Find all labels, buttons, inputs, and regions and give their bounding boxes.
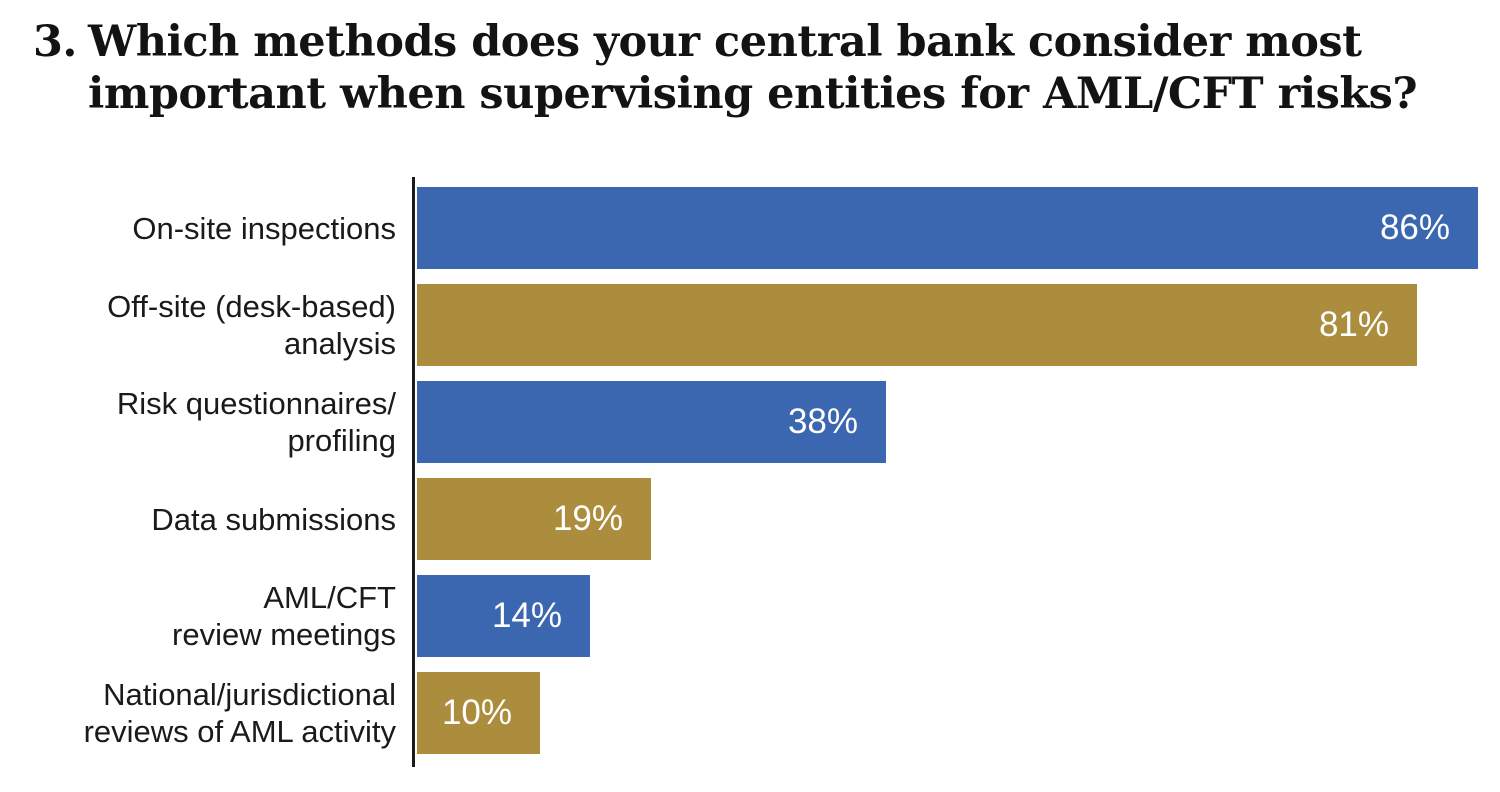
- category-label-line: reviews of AML activity: [83, 714, 396, 749]
- bar: 14%: [417, 575, 590, 657]
- bar-row: 10%: [417, 672, 1500, 754]
- chart-title-line1: Which methods does your central bank con…: [88, 17, 1362, 67]
- bar-value-label: 38%: [787, 402, 858, 441]
- bar: 19%: [417, 478, 651, 560]
- category-label: Risk questionnaires/profiling: [0, 381, 396, 463]
- category-label-line: AML/CFT: [263, 580, 396, 615]
- category-label-line: On-site inspections: [132, 210, 396, 246]
- category-label-line: National/jurisdictional: [103, 677, 396, 712]
- bar-value-label: 81%: [1318, 305, 1389, 344]
- bar: 38%: [417, 381, 886, 463]
- category-label-line: profiling: [287, 423, 396, 458]
- bar-row: 38%: [417, 381, 1500, 463]
- category-labels: On-site inspections Off-site (desk-based)…: [0, 187, 396, 769]
- category-label: Off-site (desk-based) analysis: [0, 284, 396, 366]
- category-label: National/jurisdictional reviews of AML ac…: [0, 672, 396, 754]
- bar-row: 86%: [417, 187, 1500, 269]
- category-label-line: Data submissions: [151, 501, 396, 537]
- category-label-line: Off-site (desk-based): [107, 289, 396, 324]
- category-label-line: Risk questionnaires/: [116, 386, 396, 421]
- category-label: AML/CFT review meetings: [0, 575, 396, 657]
- question-number: 3.: [33, 17, 77, 67]
- bar-value-label: 14%: [491, 596, 562, 635]
- bar-row: 81%: [417, 284, 1500, 366]
- category-label-line: review meetings: [172, 617, 396, 652]
- bar-row: 19%: [417, 478, 1500, 560]
- chart-title-text: Which methods does your central bank con…: [88, 16, 1433, 120]
- category-label-line: analysis: [284, 326, 396, 361]
- chart-title: 3. Which methods does your central bank …: [33, 16, 1433, 120]
- bar: 81%: [417, 284, 1417, 366]
- bar-value-label: 10%: [441, 693, 512, 732]
- category-label: Data submissions: [0, 478, 396, 560]
- y-axis-line: [412, 177, 415, 767]
- category-label: On-site inspections: [0, 187, 396, 269]
- bar-row: 14%: [417, 575, 1500, 657]
- bar: 86%: [417, 187, 1478, 269]
- bar-rows: 86% 81% 38% 19% 14% 10%: [417, 187, 1500, 769]
- bar: 10%: [417, 672, 540, 754]
- bar-value-label: 19%: [552, 499, 623, 538]
- chart-title-line2: important when supervising entities for …: [88, 69, 1418, 119]
- bar-chart: On-site inspections Off-site (desk-based)…: [0, 177, 1500, 777]
- bar-value-label: 86%: [1379, 208, 1450, 247]
